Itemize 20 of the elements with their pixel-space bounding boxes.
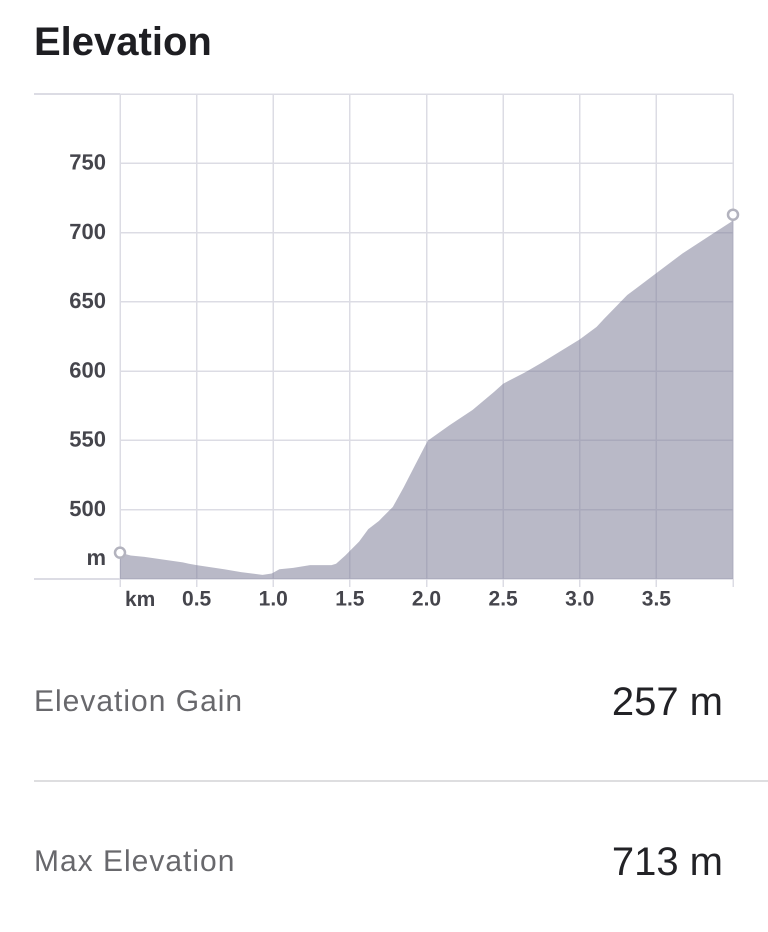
y-tick-label: 650 <box>69 288 106 314</box>
x-axis-title: km <box>125 588 156 611</box>
text: Elevation Gain <box>34 684 244 720</box>
text: 713 m <box>612 838 723 886</box>
x-tick-label: 2.0 <box>412 587 442 610</box>
x-tick-label: 1.0 <box>258 587 288 610</box>
y-tick-label: 500 <box>69 496 106 521</box>
y-tick-label: 600 <box>69 357 106 382</box>
x-tick-label: 1.5 <box>335 587 365 610</box>
text: 257 m <box>612 678 723 726</box>
text: Max Elevation <box>34 844 236 880</box>
x-tick-label: 3.0 <box>565 587 594 610</box>
y-tick-label: 750 <box>69 150 106 175</box>
x-tick-label: 0.5 <box>182 587 212 610</box>
y-tick-label: 700 <box>69 218 106 244</box>
y-axis-title: m <box>86 545 106 570</box>
y-tick-label: 550 <box>69 426 106 452</box>
chart-title: Elevation <box>34 20 212 64</box>
x-tick-label: 2.5 <box>488 587 518 610</box>
x-tick-label: 3.5 <box>642 587 672 610</box>
